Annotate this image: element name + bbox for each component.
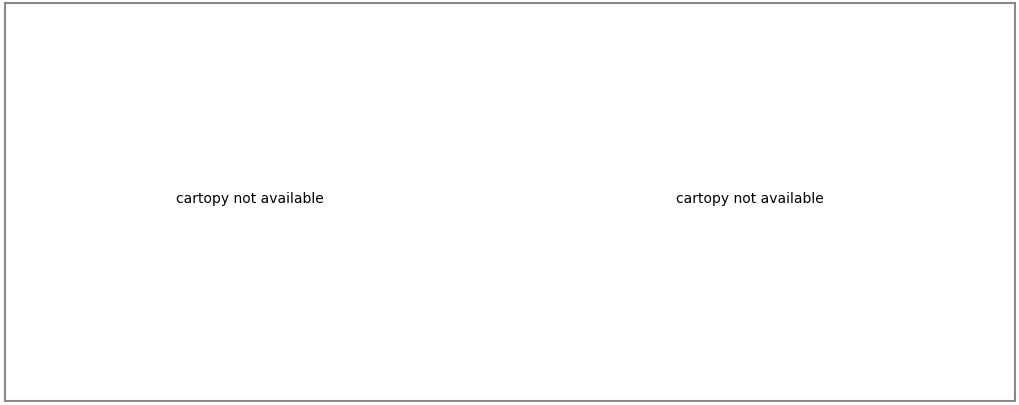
Text: cartopy not available: cartopy not available	[676, 192, 822, 205]
Text: cartopy not available: cartopy not available	[176, 192, 323, 205]
